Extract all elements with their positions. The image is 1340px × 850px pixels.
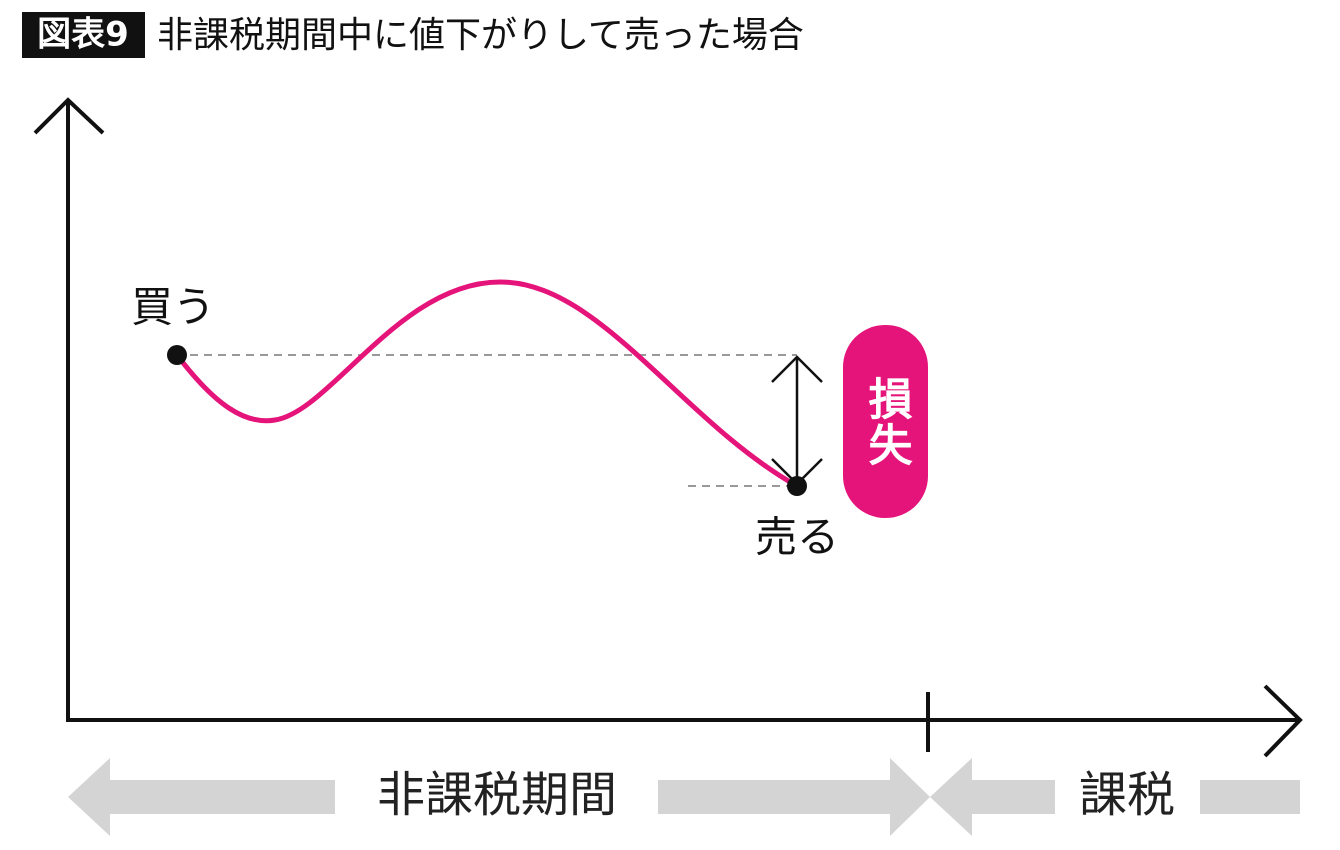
sell-label: 売る bbox=[755, 513, 839, 562]
buy-point bbox=[167, 345, 187, 365]
buy-label: 買う bbox=[131, 283, 215, 332]
tax-free-label: 非課税期間 bbox=[377, 767, 617, 823]
sell-point bbox=[787, 476, 807, 496]
period-bands bbox=[68, 758, 1300, 836]
title: 非課税期間中に値下がりして売った場合 bbox=[157, 15, 804, 56]
guide-lines bbox=[190, 354, 797, 487]
figure-label: 図表9 bbox=[37, 15, 129, 55]
axes bbox=[33, 97, 1303, 758]
label-box bbox=[22, 12, 145, 58]
loss-arrow bbox=[771, 355, 823, 486]
taxed-label: 課税 bbox=[1079, 767, 1175, 823]
loss-label: 損失 bbox=[860, 375, 912, 468]
loss-badge bbox=[843, 325, 928, 518]
price-curve bbox=[175, 279, 799, 489]
